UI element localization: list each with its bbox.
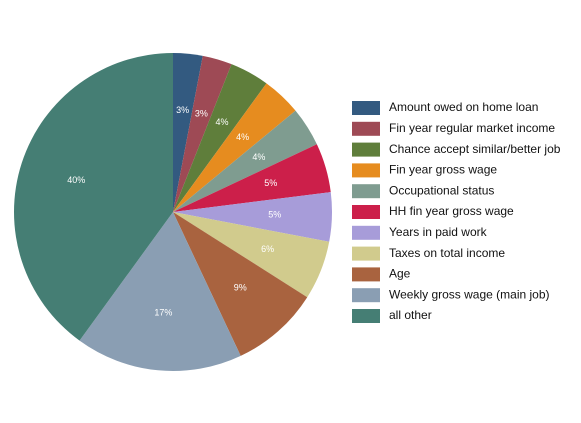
pie-slice — [79, 212, 241, 371]
slice-label: 4% — [236, 132, 249, 142]
pie-slice — [173, 53, 203, 212]
legend-swatch — [352, 142, 380, 157]
legend-swatch — [352, 121, 380, 136]
legend-label: Fin year regular market income — [389, 121, 555, 135]
slice-label: 6% — [261, 244, 274, 254]
slice-label: 4% — [216, 117, 229, 127]
slice-label: 3% — [195, 109, 208, 119]
slice-label: 5% — [264, 178, 277, 188]
legend-swatch — [352, 225, 380, 240]
legend-swatch — [352, 246, 380, 261]
pie-slice — [173, 55, 232, 212]
legend-label: Chance accept similar/better job — [389, 142, 561, 156]
legend-label: Taxes on total income — [389, 246, 505, 260]
legend-swatch — [352, 101, 380, 115]
slice-label: 17% — [154, 308, 172, 318]
legend-label: Occupational status — [389, 183, 494, 197]
legend-swatch — [352, 309, 380, 323]
legend-label: Age — [389, 267, 411, 281]
legend-swatch — [352, 184, 380, 199]
legend-label: Years in paid work — [389, 225, 488, 239]
slice-label: 4% — [252, 152, 265, 162]
slice-label: 9% — [234, 283, 247, 293]
legend-swatch — [352, 205, 380, 219]
pie-slice — [173, 192, 332, 242]
slice-label: 5% — [268, 210, 281, 220]
pie-slice — [173, 212, 308, 356]
pie-slice — [173, 83, 296, 212]
pie-slice — [173, 212, 330, 298]
pie-slice — [173, 64, 267, 213]
legend-label: Amount owed on home loan — [389, 100, 538, 114]
legend-label: all other — [389, 308, 432, 322]
legend-swatch — [352, 267, 380, 282]
pie-slice — [14, 52, 173, 341]
legend-swatch — [352, 163, 380, 178]
legend-label: Fin year gross wage — [389, 163, 497, 177]
slice-label: 3% — [176, 105, 189, 115]
pie-slice — [173, 144, 331, 212]
legend-label: HH fin year gross wage — [389, 204, 514, 218]
legend-swatch — [352, 288, 380, 303]
slice-label: 40% — [67, 175, 85, 185]
pie-slice — [173, 110, 317, 212]
legend-label: Weekly gross wage (main job) — [389, 287, 550, 301]
